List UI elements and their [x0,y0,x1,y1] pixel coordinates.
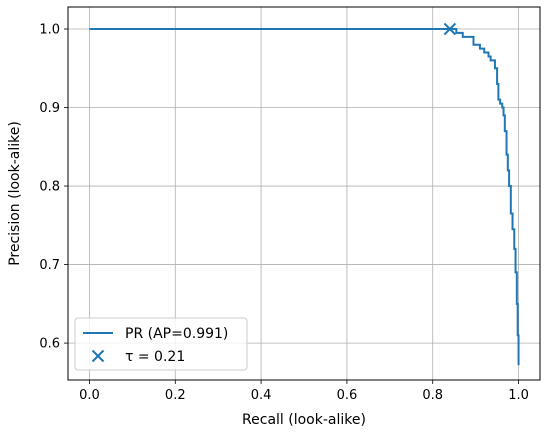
plot-area [89,22,520,366]
y-axis-ticks: 0.6 0.7 0.8 0.9 1.0 [39,22,68,352]
y-tick-label: 0.7 [39,258,60,273]
axes-frame [67,6,541,381]
x-tick-label: 0.4 [251,388,272,403]
legend-box [74,317,248,371]
y-tick-label: 0.8 [39,180,60,195]
x-tick-label: 0.6 [337,388,358,403]
x-tick-label: 1.0 [508,388,529,403]
legend-entry-threshold: τ = 0.21 [125,349,185,365]
x-tick-label: 0.2 [165,388,186,403]
legend-entry-pr: PR (AP=0.991) [125,326,228,342]
x-axis-label: Recall (look-alike) [242,412,366,428]
y-tick-label: 1.0 [39,22,60,37]
legend: PR (AP=0.991) τ = 0.21 [74,317,248,371]
x-tick-label: 0.8 [422,388,443,403]
pr-curve-line [89,27,520,366]
threshold-marker [443,22,457,36]
legend-x-marker [91,349,105,363]
x-axis-ticks: 0.0 0.2 0.4 0.6 0.8 1.0 [79,380,529,403]
y-tick-label: 0.9 [39,101,60,116]
x-tick-label: 0.0 [79,388,100,403]
y-tick-label: 0.6 [39,337,60,352]
legend-x-icon [91,349,105,363]
y-axis-label: Precision (look-alike) [7,121,23,266]
